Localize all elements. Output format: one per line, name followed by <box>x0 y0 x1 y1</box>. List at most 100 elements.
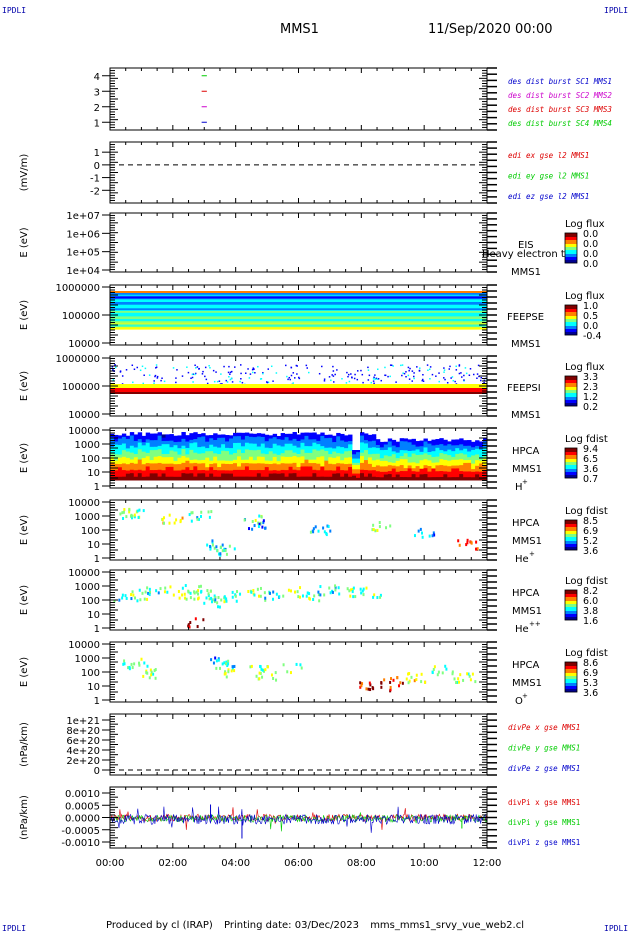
hpca-o-cell <box>431 670 434 674</box>
legend-entry: divPe z gse MMS1 <box>508 764 580 773</box>
hpca-h-cell <box>221 463 226 468</box>
hpca-o-cell <box>289 671 292 675</box>
hpca-h-cell <box>304 449 309 454</box>
hpca-h-cell <box>292 469 297 474</box>
colorbar-title: Log fdist <box>565 506 608 517</box>
hpca-h-cell <box>129 476 135 481</box>
colorbar-slice <box>565 257 577 259</box>
hpca-h-cell <box>284 466 289 471</box>
feeps-i-dot <box>332 370 335 372</box>
feeps-e-band <box>110 301 487 303</box>
y-tick-label: 1000 <box>75 654 100 665</box>
hpca-o-cell <box>432 668 435 672</box>
hpca-h-cell <box>324 463 329 468</box>
hpca-h-cell <box>383 474 389 478</box>
feeps-i-dot <box>286 375 288 378</box>
hpca-o-cell <box>145 669 148 673</box>
hpca-h-cell <box>173 476 178 481</box>
hpca-h-cell <box>427 468 432 473</box>
hpca-h-cell <box>316 453 321 458</box>
hpca-h-cell <box>352 460 357 464</box>
y-axis-label: E (eV) <box>19 227 30 257</box>
hpca-o-cell <box>299 663 302 667</box>
hpca-h-cell <box>296 450 301 455</box>
hpca-h-cell <box>248 466 254 471</box>
species-charge: ++ <box>529 620 541 628</box>
hpca-h-cell <box>264 470 270 475</box>
feeps-i-dot <box>401 364 404 366</box>
colorbar-frame <box>564 375 578 407</box>
hpca-hepp-cell <box>256 587 259 591</box>
colorbar-slice <box>565 466 577 468</box>
hpca-h-cell <box>328 441 333 445</box>
hpca-h-cell <box>304 459 309 464</box>
hpca-h-cell <box>300 432 305 437</box>
edi-e-frame <box>109 141 488 204</box>
hpca-o-cell <box>420 672 423 676</box>
hpca-h-cell <box>133 447 139 452</box>
y-tick-label: 1 <box>94 482 100 493</box>
feeps-i-dot <box>321 365 323 368</box>
hpca-h-cell <box>344 448 349 452</box>
hpca-h-cell <box>395 455 401 459</box>
hpca-h-cell <box>435 468 440 472</box>
hpca-o-cell <box>368 681 371 685</box>
hpca-h-cell <box>201 433 206 437</box>
hpca-h-cell <box>423 462 428 466</box>
hpca-h-cell <box>225 441 230 446</box>
feeps-i-dot <box>191 373 194 376</box>
hpca-h-cell <box>217 476 222 481</box>
hpca-h-cell <box>193 462 198 467</box>
hpca-hepp-cell <box>184 584 187 588</box>
hpca-h-cell <box>236 452 242 457</box>
hpca-h-cell <box>360 456 365 460</box>
hpca-he-cell <box>264 526 267 530</box>
hpca-h-cell <box>141 476 147 481</box>
hpca-h-cell <box>304 439 309 444</box>
hpca-h-cell <box>431 477 436 481</box>
hpca-h-cell <box>153 460 159 464</box>
hpca-h-cell <box>360 473 365 478</box>
hpca-h-cell <box>173 473 178 478</box>
hpca-h-cell <box>348 476 353 481</box>
feeps-e-band <box>110 319 487 321</box>
colorbar-frame <box>564 304 578 336</box>
hpca-h-cell <box>161 444 166 448</box>
hpca-h-cell <box>252 446 258 451</box>
hpca-hepp-cell <box>197 596 200 600</box>
hpca-h-cell <box>233 473 238 478</box>
hpca-h-cell <box>367 447 373 452</box>
hpca-h-cell <box>256 446 262 451</box>
hpca-h-cell <box>399 468 405 472</box>
hpca-h-cell <box>217 437 222 442</box>
hpca-h-cell <box>121 460 127 464</box>
hpca-h-cell <box>363 440 369 444</box>
species-label: He <box>515 624 529 635</box>
hpca-h-cell <box>407 459 412 464</box>
feeps-i-dot <box>209 367 211 369</box>
hpca-o-cell <box>152 672 155 676</box>
hpca-h-cell <box>280 466 286 471</box>
colorbar-slice <box>565 240 577 242</box>
hpca-h-cell <box>463 462 468 467</box>
hpca-h-cell <box>149 473 155 478</box>
hpca-h-cell <box>264 447 270 452</box>
feeps-i-dot <box>225 379 228 382</box>
hpca-h-cell <box>320 459 325 464</box>
feeps-e-band <box>110 293 487 296</box>
hpca-h-cell <box>260 470 266 474</box>
hpca-h-cell <box>121 450 127 454</box>
hpca-h-cell <box>244 463 250 467</box>
feeps-i-dot <box>252 368 255 370</box>
hpca-h-cell <box>280 453 286 458</box>
hpca-hepp-cell <box>236 590 239 594</box>
hpca-h-cell <box>443 448 448 452</box>
colorbar-slice <box>565 617 577 619</box>
hpca-h-cell <box>225 463 230 468</box>
hpca-h-cell <box>177 460 182 465</box>
feeps-i-dot <box>392 365 394 367</box>
hpca-h-cell <box>113 473 119 478</box>
hpca-h-cell <box>272 460 278 465</box>
hpca-h-cell <box>316 473 321 478</box>
corner-label-tr: IPDLI <box>604 6 629 15</box>
